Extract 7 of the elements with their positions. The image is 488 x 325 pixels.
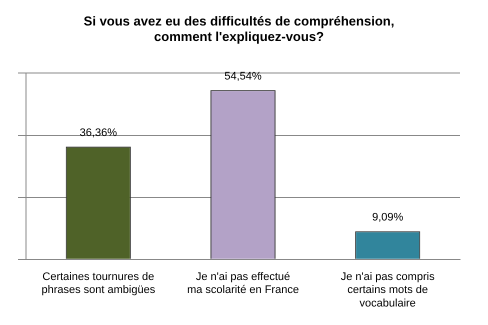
data-label: 54,54% bbox=[224, 70, 262, 83]
data-label: 9,09% bbox=[372, 212, 404, 224]
x-tick-label: Je n'ai pas compris certains mots de vocabulaire bbox=[340, 271, 436, 310]
x-tick-label: Certaines tournures de phrases sont ambigües bbox=[41, 271, 156, 296]
chart-title: Si vous avez eu des difficultés de compréhension, comment l'expliquez-vous? bbox=[84, 13, 394, 44]
data-label: 36,36% bbox=[80, 127, 118, 140]
x-tick-label: Je n'ai pas effectué ma scolarité en France bbox=[187, 271, 299, 296]
